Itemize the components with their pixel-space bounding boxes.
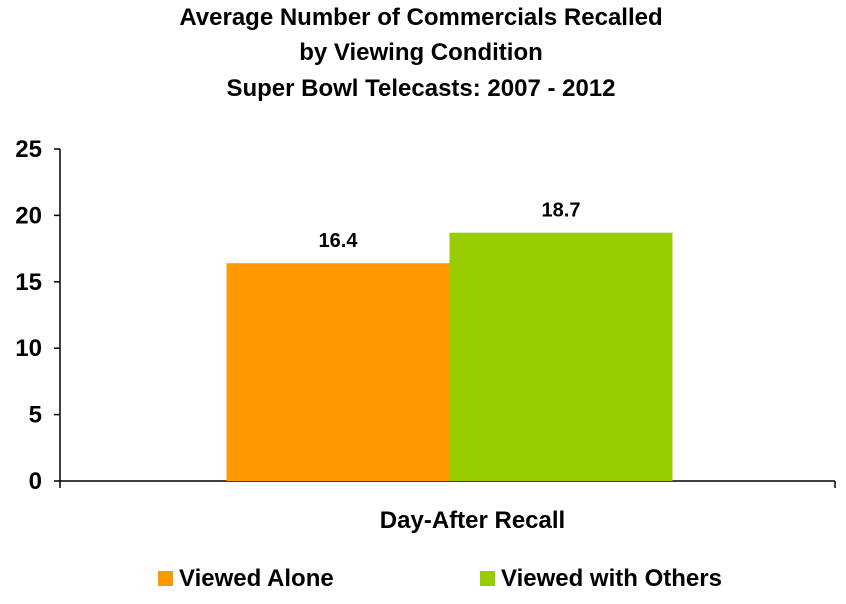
data-label: 16.4 [319, 230, 359, 252]
bar [226, 263, 450, 481]
y-tick-label: 20 [15, 202, 42, 229]
x-category-label: Day-After Recall [380, 507, 565, 534]
title-line-1: Average Number of Commercials Recalled [179, 4, 662, 31]
legend-swatch [158, 571, 173, 586]
chart-title: Average Number of Commercials Recalled b… [179, 4, 662, 102]
plot-area: 0 5 10 15 20 25 16.4 18.7 Day-After Recall [15, 136, 836, 534]
title-line-2: by Viewing Condition [299, 39, 543, 66]
legend-swatch [480, 571, 495, 586]
data-label: 18.7 [542, 200, 581, 222]
y-tick-label: 15 [15, 269, 42, 296]
title-line-3: Super Bowl Telecasts: 2007 - 2012 [226, 75, 615, 102]
y-tick-label: 5 [29, 402, 42, 429]
bar [449, 232, 673, 481]
legend-label: Viewed with Others [501, 565, 722, 592]
y-tick-label: 0 [29, 468, 42, 495]
legend-label: Viewed Alone [179, 565, 334, 592]
y-tick-label: 10 [15, 335, 42, 362]
legend: Viewed Alone Viewed with Others [158, 565, 722, 592]
y-tick-label: 25 [15, 136, 42, 163]
